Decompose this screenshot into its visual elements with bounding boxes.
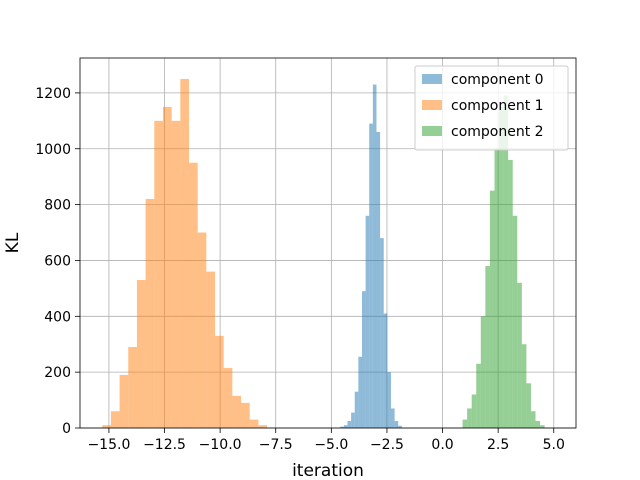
histogram-bar <box>394 421 399 428</box>
legend-swatch <box>422 74 442 84</box>
histogram-bar <box>476 363 481 428</box>
histogram-bar <box>462 419 468 428</box>
y-tick-label: 0 <box>62 421 71 437</box>
histogram-bar <box>102 425 111 428</box>
histogram-bar <box>249 419 259 428</box>
histogram-bar <box>361 291 366 428</box>
x-axis-ticks: −15.0 −12.5 −10.0 −7.5 −5.0 −2.5 0.0 2.5 5.0 <box>87 428 565 453</box>
histogram-bar <box>540 425 545 428</box>
histogram-bar <box>517 282 522 428</box>
histogram-bar <box>223 367 233 428</box>
legend: component 0 component 1 component 2 <box>414 65 569 151</box>
histogram-bar <box>232 395 242 428</box>
legend-box <box>414 65 569 151</box>
histogram-bar <box>258 425 268 428</box>
histogram-bar <box>535 421 541 428</box>
histogram-bar <box>340 426 344 428</box>
y-axis-label: KL <box>3 232 23 253</box>
histogram-bar <box>398 425 402 428</box>
histogram-bar <box>390 408 395 428</box>
histogram-bar <box>215 335 224 428</box>
histogram-bar <box>354 391 359 428</box>
histogram-bar <box>206 271 216 428</box>
histogram-bar <box>162 106 172 429</box>
histogram-bar <box>380 238 384 428</box>
x-tick-label: −2.5 <box>370 437 404 453</box>
x-tick-label: −10.0 <box>199 437 242 453</box>
histogram-bar <box>365 215 370 428</box>
histogram-bar <box>347 421 352 428</box>
x-tick-label: −7.5 <box>259 437 293 453</box>
x-tick-label: −12.5 <box>143 437 186 453</box>
y-tick-label: 1000 <box>35 142 71 158</box>
histogram-bar <box>521 344 527 428</box>
histogram-bar <box>499 106 504 429</box>
histogram-bar <box>188 162 198 428</box>
y-axis-ticks: 0 200 400 600 800 1000 1200 <box>35 86 80 437</box>
legend-label: component 2 <box>451 124 544 140</box>
histogram-bar <box>467 408 472 428</box>
x-tick-label: 2.5 <box>487 437 509 453</box>
x-tick-label: 0.0 <box>431 437 453 453</box>
histogram-bar <box>171 120 181 428</box>
x-axis-label: iteration <box>292 461 364 480</box>
histogram-bar <box>119 374 129 428</box>
legend-label: component 0 <box>451 72 544 88</box>
histogram-bar <box>376 132 381 428</box>
histogram-bar <box>508 159 513 428</box>
legend-swatch <box>422 100 442 110</box>
histogram-bar <box>369 123 373 428</box>
histogram-bar <box>154 120 163 428</box>
legend-swatch <box>422 126 442 136</box>
histogram-bar <box>136 280 146 428</box>
histogram-bars <box>102 78 545 429</box>
y-tick-label: 600 <box>44 253 71 269</box>
y-tick-label: 800 <box>44 198 71 214</box>
histogram-bar <box>387 372 391 428</box>
series-0-bars <box>340 84 402 428</box>
plot-frame <box>79 57 577 429</box>
series-1-bars <box>102 78 268 429</box>
histogram-bar <box>485 266 490 428</box>
histogram-bar <box>530 411 536 428</box>
y-tick-label: 400 <box>44 309 71 325</box>
histogram-bar <box>180 78 189 429</box>
x-tick-label: −5.0 <box>314 437 348 453</box>
y-tick-label: 1200 <box>35 86 71 102</box>
histogram-bar <box>197 232 207 428</box>
histogram-bar <box>383 313 388 428</box>
histogram-bar <box>128 347 137 428</box>
histogram-bar <box>503 95 509 428</box>
histogram-bar <box>494 148 500 429</box>
histogram-bar <box>489 190 495 428</box>
histogram-bar <box>512 215 518 428</box>
histogram-bar <box>343 425 348 428</box>
histogram-bar <box>351 412 355 428</box>
x-tick-label: 5.0 <box>543 437 565 453</box>
y-tick-label: 200 <box>44 365 71 381</box>
x-tick-label: −15.0 <box>87 437 130 453</box>
histogram-bar <box>372 84 377 428</box>
histogram-bar <box>471 394 477 428</box>
histogram-bar <box>241 402 250 428</box>
histogram-bar <box>358 356 362 428</box>
histogram-bar <box>145 199 155 428</box>
series-2-bars <box>462 95 545 429</box>
histogram-bar <box>480 316 486 428</box>
histogram-bar <box>526 383 531 428</box>
histogram-bar <box>110 411 120 428</box>
legend-label: component 1 <box>451 98 544 114</box>
